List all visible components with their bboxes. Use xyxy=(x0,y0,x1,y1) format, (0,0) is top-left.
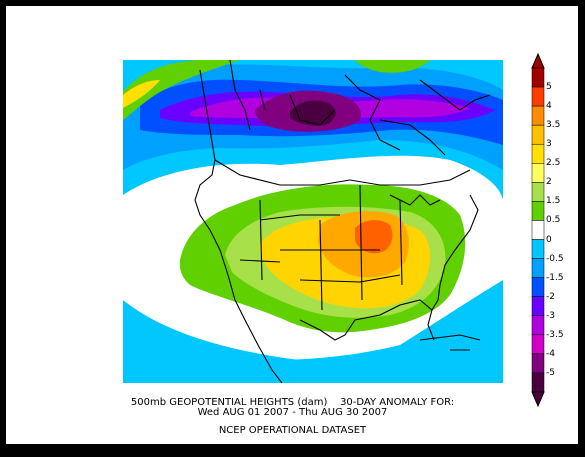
colorbar-label: -3.5 xyxy=(546,329,564,340)
colorbar-label: 4 xyxy=(546,101,552,112)
colorbar-label: -2 xyxy=(546,291,555,302)
colorbar-swatch xyxy=(531,86,545,107)
anomaly-field xyxy=(123,60,503,383)
colorbar-swatch xyxy=(531,353,545,374)
colorbar-swatch xyxy=(531,124,545,145)
colorbar-label: -3 xyxy=(546,310,555,321)
colorbar-top-arrow xyxy=(531,52,545,69)
colorbar-label: -5 xyxy=(546,367,555,378)
colorbar-label: 2 xyxy=(546,177,552,188)
colorbar-bottom-arrow xyxy=(531,391,545,408)
colorbar-label: 5 xyxy=(546,82,552,93)
colorbar-label: 1.5 xyxy=(546,196,561,207)
colorbar-label: 0.5 xyxy=(546,215,561,226)
colorbar-swatch xyxy=(531,163,545,183)
coastline-outline xyxy=(194,59,491,384)
colorbar-swatch xyxy=(531,182,545,202)
colorbar-swatch xyxy=(531,296,545,317)
colorbar-swatch xyxy=(531,220,545,240)
colorbar-label: 3 xyxy=(546,139,552,150)
colorbar-swatch xyxy=(531,334,545,355)
colorbar-swatch xyxy=(531,67,545,88)
colorbar-label: -0.5 xyxy=(546,253,564,264)
colorbar xyxy=(531,52,545,408)
colorbar-swatch xyxy=(531,143,545,164)
colorbar-swatch xyxy=(531,239,545,259)
caption-line-1: 500mb GEOPOTENTIAL HEIGHTS (dam) 30-DAY … xyxy=(130,397,455,408)
colorbar-swatch xyxy=(531,372,545,393)
caption-line-2: Wed AUG 01 2007 - Thu AUG 30 2007 xyxy=(197,407,388,418)
colorbar-swatch xyxy=(531,277,545,297)
colorbar-label: 0 xyxy=(546,234,552,245)
colorbar-swatch xyxy=(531,201,545,221)
colorbar-label: -4 xyxy=(546,348,555,359)
caption-line-3: NCEP OPERATIONAL DATASET xyxy=(218,425,367,436)
colorbar-label: 2.5 xyxy=(546,158,561,169)
colorbar-label: -1.5 xyxy=(546,272,564,283)
colorbar-swatch xyxy=(531,258,545,278)
colorbar-swatch xyxy=(531,315,545,336)
colorbar-label: 3.5 xyxy=(546,120,561,131)
colorbar-swatch xyxy=(531,105,545,126)
